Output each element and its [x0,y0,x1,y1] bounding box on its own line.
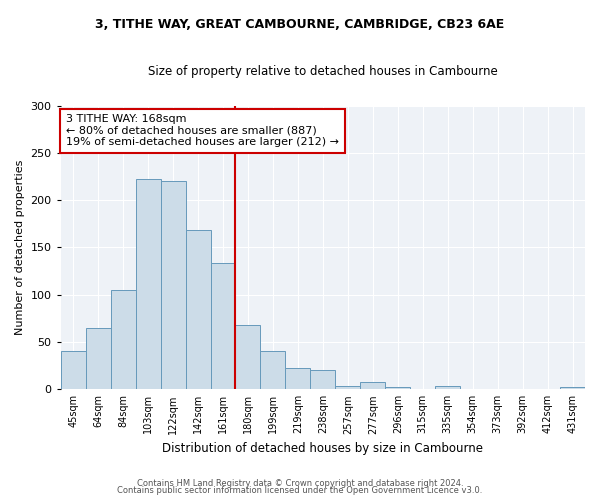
Text: Contains HM Land Registry data © Crown copyright and database right 2024.: Contains HM Land Registry data © Crown c… [137,478,463,488]
Bar [161,181,185,390]
Bar [61,352,86,390]
Bar [435,386,460,390]
Bar [361,382,385,390]
Text: 3 TITHE WAY: 168sqm
← 80% of detached houses are smaller (887)
19% of semi-detac: 3 TITHE WAY: 168sqm ← 80% of detached ho… [66,114,339,148]
Bar [310,370,335,390]
Bar [385,388,410,390]
Y-axis label: Number of detached properties: Number of detached properties [15,160,25,335]
X-axis label: Distribution of detached houses by size in Cambourne: Distribution of detached houses by size … [163,442,484,455]
Bar [235,325,260,390]
Bar [136,180,161,390]
Bar [260,352,286,390]
Bar [335,386,361,390]
Text: 3, TITHE WAY, GREAT CAMBOURNE, CAMBRIDGE, CB23 6AE: 3, TITHE WAY, GREAT CAMBOURNE, CAMBRIDGE… [95,18,505,30]
Text: Contains public sector information licensed under the Open Government Licence v3: Contains public sector information licen… [118,486,482,495]
Bar [560,388,585,390]
Bar [185,230,211,390]
Bar [110,290,136,390]
Bar [211,262,235,390]
Bar [286,368,310,390]
Bar [86,328,110,390]
Title: Size of property relative to detached houses in Cambourne: Size of property relative to detached ho… [148,65,498,78]
